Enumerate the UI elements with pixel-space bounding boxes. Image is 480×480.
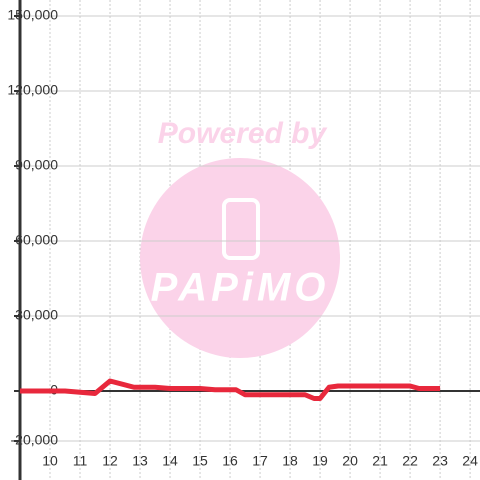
line [20,378,441,401]
x-tick-label: 19 [312,453,328,469]
x-tick-label: 16 [222,453,238,469]
x-tick-label: 20 [342,453,358,469]
x-tick-label: 18 [282,453,298,469]
watermark-logo: PAPiMO [151,266,330,310]
x-tick-label: 11 [73,453,88,469]
x-tick-label: 24 [462,453,478,469]
x-tick-label: 14 [162,453,178,469]
x-tick-label: 13 [132,453,148,469]
x-tick-label: 17 [252,453,268,469]
watermark-text: Powered by [158,117,328,150]
y-tick-label: 120,000 [7,82,58,98]
y-tick-label: 90,000 [15,157,58,173]
x-tick-label: 22 [402,453,418,469]
y-tick-label: 150,000 [7,7,58,23]
x-tick-label: 21 [372,453,388,469]
x-tick-label: 15 [192,453,208,469]
x-tick-label: 10 [42,453,58,469]
x-tick-label: 23 [432,453,448,469]
x-tick-label: 12 [102,453,118,469]
y-tick-label: -20,000 [11,432,59,448]
y-tick-label: 30,000 [15,307,58,323]
watermark-icon [222,198,260,260]
y-tick-label: 60,000 [15,232,58,248]
